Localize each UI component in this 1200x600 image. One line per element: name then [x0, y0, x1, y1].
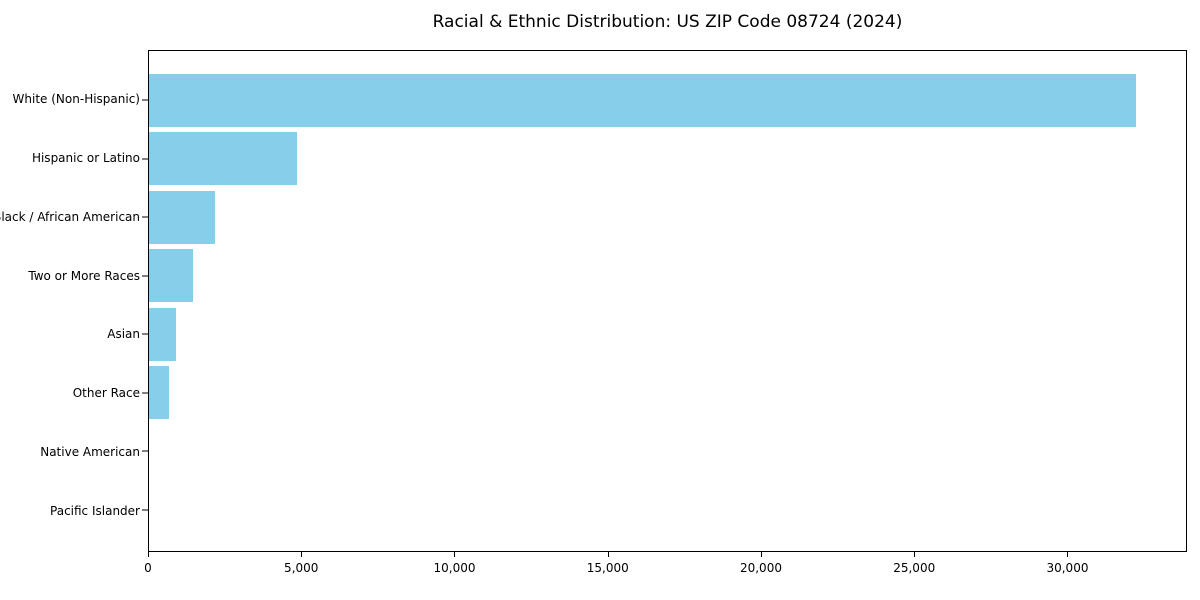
y-label-row-pacific-islander: Pacific Islander	[0, 481, 140, 540]
y-tick-mark	[142, 450, 148, 452]
y-label-row-black-african-american: Black / African American	[0, 188, 140, 247]
bar-row-asian	[142, 305, 1186, 364]
x-tick-label: 0	[144, 561, 152, 575]
bar-row-black-african-american	[142, 188, 1186, 247]
bar-row-pacific-islander	[142, 481, 1186, 540]
x-tick-mark	[148, 552, 149, 557]
y-label-row-other-race: Other Race	[0, 364, 140, 423]
bar-row-hispanic-or-latino	[142, 130, 1186, 189]
y-tick-label: Two or More Races	[28, 268, 140, 283]
plot-area	[142, 50, 1187, 552]
x-tick-label: 5,000	[284, 561, 319, 575]
y-tick-label: Other Race	[72, 386, 140, 401]
bar-two-or-more-races	[149, 249, 194, 303]
y-tick-label: White (Non-Hispanic)	[12, 92, 140, 107]
x-tick-label: 20,000	[739, 561, 782, 575]
y-tick-mark	[142, 392, 148, 394]
y-tick-mark	[142, 275, 148, 277]
y-tick-mark	[142, 99, 148, 101]
bar-rows	[142, 51, 1186, 551]
y-tick-label: Native American	[40, 444, 140, 459]
bar-row-white-non-hispanic	[142, 71, 1186, 130]
y-tick-mark	[142, 333, 148, 335]
chart-title: Racial & Ethnic Distribution: US ZIP Cod…	[432, 12, 903, 32]
y-axis-labels: White (Non-Hispanic) Hispanic or Latino Bl…	[0, 50, 140, 552]
y-tick-label: Pacific Islander	[50, 503, 140, 518]
x-tick-mark	[454, 552, 456, 557]
y-label-row-white-non-hispanic: White (Non-Hispanic)	[0, 70, 140, 129]
y-tick-mark	[142, 158, 148, 160]
bar-black-african-american	[149, 190, 216, 244]
y-tick-mark	[142, 509, 148, 511]
y-tick-label: Asian	[107, 327, 140, 342]
y-tick-label: Hispanic or Latino	[31, 151, 140, 166]
y-tick-mark	[142, 216, 148, 218]
x-axis: 0 5,000 10,000 15,000 20,000 25,000 30,000	[144, 552, 1187, 592]
bar-row-other-race	[142, 364, 1186, 423]
x-tick-label: 25,000	[893, 561, 936, 575]
x-tick-label: 30,000	[1046, 561, 1089, 575]
bar-hispanic-or-latino	[149, 132, 298, 186]
y-label-row-two-or-more-races: Two or More Races	[0, 246, 140, 305]
bar-asian	[149, 307, 177, 361]
bar-row-two-or-more-races	[142, 247, 1186, 306]
bar-other-race	[149, 366, 170, 420]
y-label-row-native-american: Native American	[0, 423, 140, 482]
x-tick-label: 10,000	[433, 561, 476, 575]
x-tick-mark	[607, 552, 609, 557]
y-label-row-hispanic-or-latino: Hispanic or Latino	[0, 129, 140, 188]
x-tick-label: 15,000	[586, 561, 629, 575]
y-tick-label: Black / African American	[0, 209, 140, 224]
x-tick-mark	[301, 552, 303, 557]
bar-row-native-american	[142, 422, 1186, 481]
bar-white-non-hispanic	[149, 73, 1136, 127]
x-tick-mark	[1067, 552, 1069, 557]
y-label-row-asian: Asian	[0, 305, 140, 364]
x-tick-mark	[760, 552, 762, 557]
x-tick-mark	[914, 552, 916, 557]
